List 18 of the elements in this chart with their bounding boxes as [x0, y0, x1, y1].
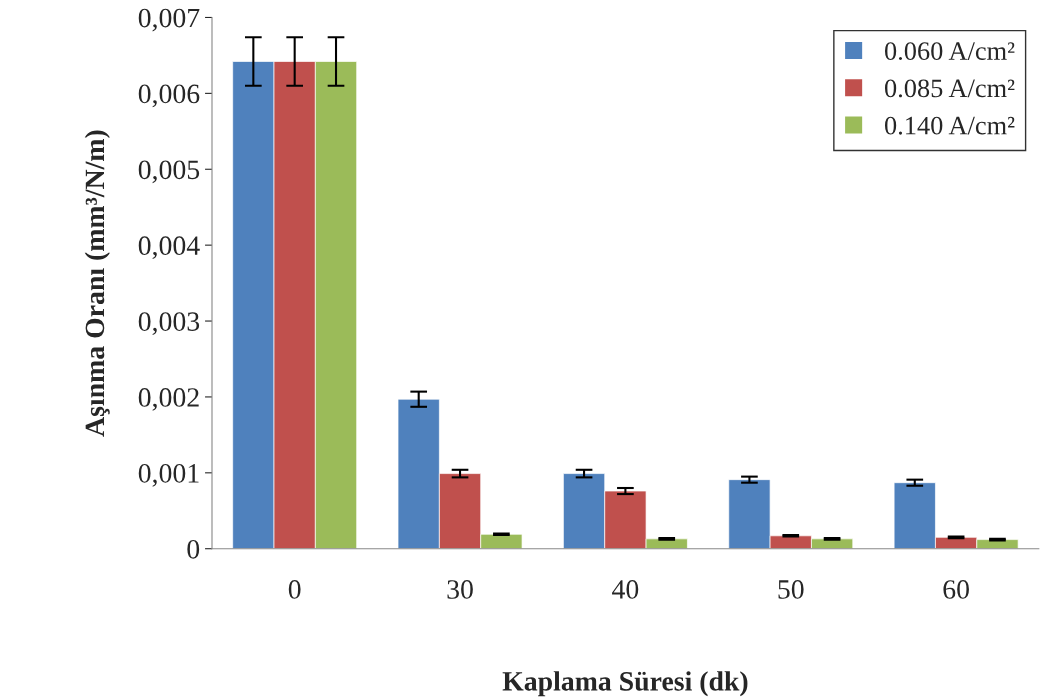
- y-tick-label: 0,001: [138, 463, 199, 487]
- x-tick-label: 30: [447, 580, 473, 599]
- y-tick-label: 0,004: [138, 236, 200, 260]
- y-tick-label: 0,005: [138, 160, 200, 184]
- y-tick-label: 0,002: [138, 388, 199, 411]
- y-tick-label: 0: [187, 539, 200, 559]
- legend-label: 0.060 A/cm²: [884, 42, 1015, 61]
- y-axis-title: Aşınma Oranı (mm³/N/m): [84, 130, 110, 437]
- legend-label: 0.085 A/cm²: [884, 79, 1015, 98]
- x-axis-title: Kaplama Süresi (dk): [502, 671, 748, 697]
- y-tick-label: 0,006: [138, 84, 200, 108]
- x-tick-label: 0: [288, 580, 301, 599]
- x-tick-label: 50: [778, 580, 804, 599]
- y-tick-label: 0,003: [138, 312, 200, 335]
- legend-label: 0.140 A/cm²: [884, 116, 1015, 135]
- x-tick-label: 40: [612, 580, 639, 599]
- y-tick-label: 0,007: [138, 8, 200, 32]
- x-tick-label: 60: [943, 580, 969, 599]
